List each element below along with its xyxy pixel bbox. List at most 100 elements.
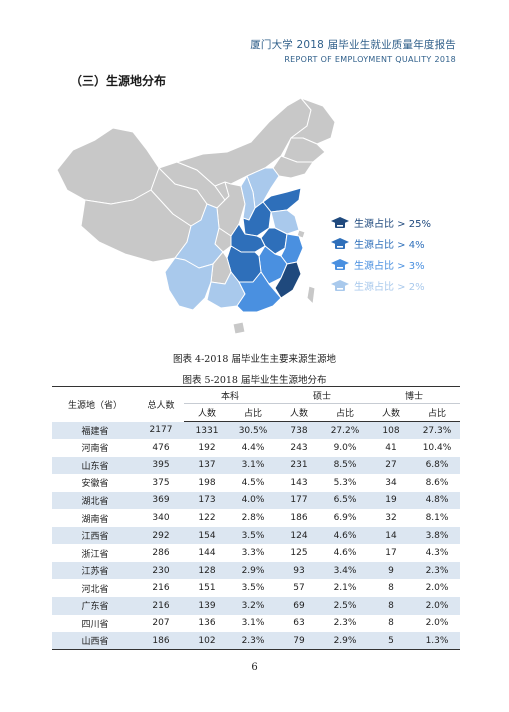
cell-bachelor-pct: 4.0% <box>241 495 265 506</box>
cell-province: 浙江省 <box>81 549 109 560</box>
cell-total: 216 <box>152 600 170 611</box>
cell-master-count: 69 <box>293 600 305 611</box>
table-caption: 图表 5-2018 届毕业生生源地分布 <box>182 375 327 386</box>
cell-total: 186 <box>152 635 170 646</box>
map-region-hainan <box>232 321 246 335</box>
map-legend: 生源占比 > 25% 生源占比 > 4% 生源占比 > 3% 生源占比 > 2% <box>330 212 431 296</box>
cell-doctor-pct: 2.0% <box>425 600 449 611</box>
col-header-total: 总人数 <box>147 400 175 411</box>
cell-total: 395 <box>152 460 170 471</box>
cell-total: 292 <box>152 530 170 541</box>
cell-master-count: 177 <box>290 495 308 506</box>
cell-master-count: 243 <box>290 442 308 453</box>
cell-bachelor-count: 144 <box>198 548 216 559</box>
map-region-guangdong <box>236 271 282 313</box>
cell-doctor-pct: 10.4% <box>422 442 452 453</box>
cell-doctor-pct: 4.8% <box>425 495 449 506</box>
cell-total: 476 <box>152 442 170 453</box>
cell-master-pct: 6.5% <box>333 495 357 506</box>
cell-bachelor-pct: 3.1% <box>241 460 265 471</box>
cell-doctor-count: 41 <box>385 442 397 453</box>
sub-header-count: 人数 <box>368 403 414 422</box>
cell-bachelor-count: 122 <box>198 513 216 523</box>
cell-doctor-count: 8 <box>388 600 394 611</box>
cell-master-pct: 2.1% <box>333 583 357 594</box>
cell-master-count: 125 <box>290 548 308 559</box>
cell-master-count: 738 <box>290 425 308 436</box>
cell-master-pct: 6.9% <box>333 513 357 523</box>
cell-master-count: 63 <box>293 618 305 629</box>
cell-total: 2177 <box>149 425 173 436</box>
cell-bachelor-count: 151 <box>198 583 216 594</box>
graduation-cap-icon <box>331 216 349 228</box>
cell-province: 福建省 <box>81 426 109 437</box>
cell-doctor-count: 17 <box>385 548 397 559</box>
cell-doctor-pct: 2.0% <box>425 583 449 594</box>
cell-province: 江西省 <box>81 532 109 543</box>
group-header-master: 硕士 <box>276 386 368 404</box>
province-distribution-table: 生源地（省） 总人数 本科 硕士 博士 人数 占比 人数 占比 人数 占比 福建… <box>52 386 460 650</box>
cell-master-pct: 27.2% <box>330 425 360 436</box>
cell-bachelor-count: 139 <box>198 600 216 611</box>
cell-province: 河南省 <box>81 444 109 455</box>
cell-bachelor-count: 154 <box>198 530 216 541</box>
cell-province: 山东省 <box>81 461 109 472</box>
cell-master-pct: 3.4% <box>333 565 357 576</box>
cell-bachelor-pct: 3.1% <box>241 618 265 629</box>
legend-label: 生源占比 > 4% <box>354 240 425 251</box>
cell-doctor-count: 34 <box>385 477 397 488</box>
cell-total: 216 <box>152 583 170 594</box>
table-row: 浙江省 286 144 3.3% 125 4.6% 17 4.3% <box>52 544 460 562</box>
cell-doctor-count: 9 <box>388 565 394 576</box>
china-source-map <box>56 97 336 335</box>
cell-bachelor-pct: 3.5% <box>241 530 265 541</box>
sub-header-pct: 占比 <box>414 403 460 422</box>
graduation-cap-icon <box>331 258 349 270</box>
cell-master-pct: 4.6% <box>333 548 357 559</box>
group-header-bachelor: 本科 <box>184 386 276 404</box>
cell-master-pct: 4.6% <box>333 530 357 541</box>
table-row: 江苏省 230 128 2.9% 93 3.4% 9 2.3% <box>52 561 460 580</box>
map-region-taiwan <box>306 285 316 305</box>
cell-master-count: 186 <box>290 513 308 523</box>
cell-doctor-count: 27 <box>385 460 397 471</box>
cell-master-pct: 2.9% <box>333 635 357 646</box>
cell-doctor-pct: 3.8% <box>425 530 449 541</box>
legend-item: 生源占比 > 4% <box>330 233 431 254</box>
group-header-doctor: 博士 <box>368 386 460 404</box>
cell-master-pct: 2.3% <box>333 618 357 629</box>
report-title-cn: 厦门大学 2018 届毕业生就业质量年度报告 <box>250 39 456 51</box>
cell-master-count: 79 <box>293 635 305 646</box>
cell-master-pct: 5.3% <box>333 477 357 488</box>
legend-item: 生源占比 > 25% <box>330 212 431 233</box>
cell-master-pct: 2.5% <box>333 600 357 611</box>
figure-caption: 图表 4-2018 届毕业生主要来源生源地 <box>173 354 336 365</box>
table-row: 四川省 207 136 3.1% 63 2.3% 8 2.0% <box>52 615 460 633</box>
legend-label: 生源占比 > 2% <box>354 282 425 293</box>
cell-doctor-count: 8 <box>388 618 394 629</box>
legend-label: 生源占比 > 3% <box>354 261 425 272</box>
table-row: 山西省 186 102 2.3% 79 2.9% 5 1.3% <box>52 632 460 650</box>
graduation-cap-icon <box>331 279 349 291</box>
cell-bachelor-count: 1331 <box>195 425 219 436</box>
cell-master-count: 124 <box>290 530 308 541</box>
graduation-cap-icon <box>331 237 349 249</box>
cell-doctor-count: 108 <box>382 425 400 436</box>
cell-doctor-pct: 6.8% <box>425 460 449 471</box>
cell-bachelor-count: 136 <box>198 618 216 629</box>
cell-bachelor-pct: 4.4% <box>241 442 265 453</box>
legend-item: 生源占比 > 3% <box>330 254 431 275</box>
sub-header-count: 人数 <box>276 403 322 422</box>
cell-province: 湖北省 <box>81 496 109 507</box>
sub-header-pct: 占比 <box>230 403 276 422</box>
cell-province: 江苏省 <box>81 567 109 578</box>
sub-header-count: 人数 <box>184 403 230 422</box>
cell-doctor-count: 5 <box>388 635 394 646</box>
cell-master-count: 143 <box>290 477 308 488</box>
cell-province: 河北省 <box>81 584 109 595</box>
cell-province: 广东省 <box>81 602 109 613</box>
cell-master-count: 231 <box>290 460 308 471</box>
cell-doctor-pct: 1.3% <box>425 635 449 646</box>
cell-doctor-pct: 8.6% <box>425 477 449 488</box>
cell-bachelor-pct: 2.8% <box>241 513 265 523</box>
